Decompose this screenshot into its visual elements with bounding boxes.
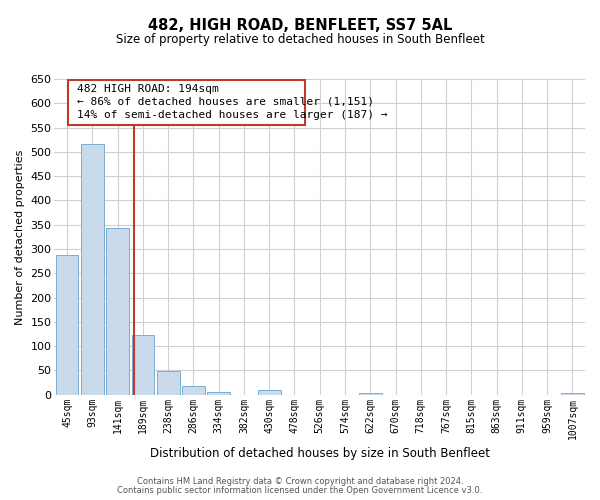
Bar xyxy=(56,256,79,395)
Text: 482 HIGH ROAD: 194sqm: 482 HIGH ROAD: 194sqm xyxy=(77,84,219,94)
Bar xyxy=(131,336,154,395)
Bar xyxy=(182,386,205,395)
Text: 482, HIGH ROAD, BENFLEET, SS7 5AL: 482, HIGH ROAD, BENFLEET, SS7 5AL xyxy=(148,18,452,32)
Bar xyxy=(208,392,230,395)
Bar xyxy=(258,390,281,395)
Text: Contains HM Land Registry data © Crown copyright and database right 2024.: Contains HM Land Registry data © Crown c… xyxy=(137,477,463,486)
Text: ← 86% of detached houses are smaller (1,151): ← 86% of detached houses are smaller (1,… xyxy=(77,97,374,107)
X-axis label: Distribution of detached houses by size in South Benfleet: Distribution of detached houses by size … xyxy=(150,447,490,460)
Bar xyxy=(561,393,584,395)
Y-axis label: Number of detached properties: Number of detached properties xyxy=(15,149,25,324)
Text: 14% of semi-detached houses are larger (187) →: 14% of semi-detached houses are larger (… xyxy=(77,110,388,120)
Text: Contains public sector information licensed under the Open Government Licence v3: Contains public sector information licen… xyxy=(118,486,482,495)
Text: Size of property relative to detached houses in South Benfleet: Size of property relative to detached ho… xyxy=(116,32,484,46)
Bar xyxy=(106,228,129,395)
Bar xyxy=(81,144,104,395)
Bar xyxy=(157,372,179,395)
Bar xyxy=(359,393,382,395)
